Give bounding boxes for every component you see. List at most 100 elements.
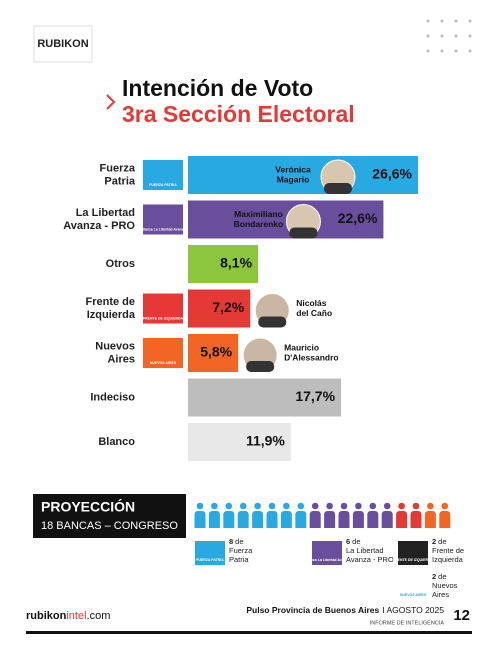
- category-label: Indeciso: [90, 391, 135, 403]
- value-label: 17,7%: [295, 388, 335, 404]
- party-logo-text: NUEVOS AIRES: [400, 593, 427, 597]
- seat-count: 6 de: [346, 537, 361, 546]
- party-logo: [195, 541, 225, 565]
- bar: [188, 200, 384, 239]
- party-logo: [398, 576, 428, 600]
- seat-head: [196, 502, 204, 510]
- category-label: Avanza - PRO: [63, 220, 135, 232]
- seat-body: [396, 511, 408, 528]
- seat-body: [223, 511, 235, 528]
- chart-subtitle: 3ra Sección Electoral: [122, 101, 355, 127]
- category-label: Izquierda: [87, 309, 136, 321]
- site-part: intel: [66, 610, 86, 622]
- candidate-name: del Caño: [296, 308, 332, 318]
- candidate-name: Nicolás: [296, 298, 327, 308]
- site-part: rubikon: [26, 610, 67, 622]
- seat-head: [283, 502, 290, 510]
- seat-head: [268, 502, 276, 510]
- seat-body: [424, 511, 436, 528]
- count-de: de: [438, 572, 446, 581]
- bar: [188, 245, 259, 283]
- arrow: [106, 94, 116, 110]
- category-label: Blanco: [98, 436, 135, 448]
- count: 8: [229, 537, 233, 546]
- seat-icon: [223, 502, 235, 528]
- seat-head: [297, 502, 305, 510]
- candidate-name: Mauricio: [284, 342, 319, 352]
- seat-label: Fuerza: [229, 546, 253, 555]
- footer-line: [26, 631, 472, 634]
- seat-icon: [396, 502, 408, 528]
- value-label: 26,6%: [372, 166, 412, 182]
- seat-head: [441, 502, 449, 510]
- seat-count: 2 de: [432, 572, 447, 581]
- seat-body: [309, 511, 321, 528]
- seat-body: [237, 511, 249, 528]
- seat-label: Avanza - PRO: [346, 555, 394, 564]
- footer-site: rubikonintel.com: [26, 610, 110, 622]
- seat-icon: [424, 502, 436, 528]
- candidate-name: Maximiliano: [234, 209, 283, 219]
- party-logo-text: FUERZA PATRIA: [149, 183, 177, 187]
- seat-body: [295, 511, 307, 528]
- category-label: Aires: [107, 353, 135, 365]
- candidate-body: [289, 227, 318, 239]
- seat-head: [427, 502, 434, 510]
- bar: [188, 156, 418, 194]
- seat-icon: [237, 502, 249, 528]
- seat-body: [252, 511, 264, 528]
- seat-body: [208, 511, 220, 528]
- seat-label: Aires: [432, 590, 449, 599]
- party-logo: [398, 541, 428, 565]
- seat-body: [338, 511, 350, 528]
- seat-body: [280, 511, 292, 528]
- value-label: 7,2%: [212, 299, 244, 315]
- seat-label: Izquierda: [432, 555, 464, 564]
- count-de: de: [235, 537, 243, 546]
- site-part: .com: [87, 610, 111, 622]
- seat-icon: [439, 502, 451, 528]
- seat-head: [412, 502, 420, 510]
- category-label: La Libertad: [76, 207, 135, 219]
- seat-head: [326, 502, 333, 510]
- logo-box: [33, 25, 93, 63]
- seat-body: [367, 511, 379, 528]
- dots: [426, 19, 472, 53]
- seat-head: [398, 502, 405, 510]
- candidate-body: [258, 316, 287, 328]
- bar: [188, 289, 251, 328]
- seat-icon: [280, 502, 292, 528]
- bar: [188, 378, 342, 417]
- value-label: 22,6%: [338, 210, 378, 226]
- report: Pulso Provincia de Buenos Aires: [246, 605, 379, 615]
- party-logo: [143, 160, 183, 190]
- party-logo-text: FUERZA PATRIA: [196, 558, 224, 562]
- seat-body: [381, 511, 393, 528]
- category-label: Patria: [104, 175, 135, 187]
- seat-head: [239, 502, 247, 510]
- seat-label: Nuevos: [432, 581, 458, 590]
- seat-body: [266, 511, 278, 528]
- value-label: 5,8%: [200, 344, 232, 360]
- seat-head: [340, 502, 348, 510]
- bar: [188, 423, 291, 461]
- seat-body: [194, 511, 206, 528]
- party-logo-text: Alianza La Libertad Avanza: [140, 227, 185, 231]
- seat-icon: [367, 502, 379, 528]
- candidate-name: Magario: [277, 174, 310, 184]
- page-number: 12: [453, 607, 470, 624]
- seat-label: Frente de: [432, 546, 464, 555]
- seat-head: [311, 502, 319, 510]
- seat-body: [439, 511, 451, 528]
- chart-title: Intención de Voto: [122, 75, 313, 101]
- seat-icon: [266, 502, 278, 528]
- count-de: de: [438, 537, 446, 546]
- seat-body: [410, 511, 422, 528]
- value-label: 8,1%: [220, 255, 252, 271]
- projection-subtitle: 18 BANCAS – CONGRESO: [41, 520, 178, 532]
- seat-count: 8 de: [229, 537, 244, 546]
- party-logo-text: NUEVOS AIRES: [150, 361, 177, 365]
- party-logo: [143, 204, 183, 235]
- party-logo-text: FRENTE DE IZQUIERDA: [143, 316, 184, 320]
